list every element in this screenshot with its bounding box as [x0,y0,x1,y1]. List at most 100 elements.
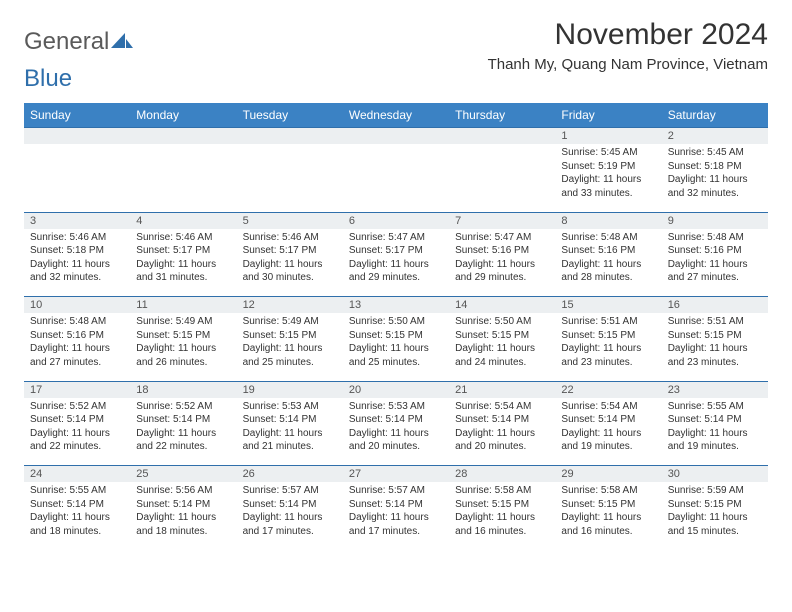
day-content-cell: Sunrise: 5:47 AMSunset: 5:16 PMDaylight:… [449,229,555,297]
day-text: Sunrise: 5:46 AMSunset: 5:17 PMDaylight:… [243,231,337,285]
day-text: Sunrise: 5:54 AMSunset: 5:14 PMDaylight:… [561,400,655,454]
day-number-cell: 29 [555,466,661,483]
day-text: Sunrise: 5:55 AMSunset: 5:14 PMDaylight:… [30,484,124,538]
day-content-cell [130,144,236,212]
day-number-cell: 30 [662,466,768,483]
day-number-cell: 23 [662,381,768,398]
weekday-header: Friday [555,103,661,128]
day-number-cell: 15 [555,297,661,314]
day-number-cell: 10 [24,297,130,314]
day-text: Sunrise: 5:58 AMSunset: 5:15 PMDaylight:… [455,484,549,538]
day-number-cell: 17 [24,381,130,398]
day-text: Sunrise: 5:46 AMSunset: 5:17 PMDaylight:… [136,231,230,285]
day-content-cell: Sunrise: 5:52 AMSunset: 5:14 PMDaylight:… [130,398,236,466]
day-content-cell: Sunrise: 5:55 AMSunset: 5:14 PMDaylight:… [24,482,130,550]
day-text: Sunrise: 5:46 AMSunset: 5:18 PMDaylight:… [30,231,124,285]
day-text: Sunrise: 5:59 AMSunset: 5:15 PMDaylight:… [668,484,762,538]
day-content-row: Sunrise: 5:55 AMSunset: 5:14 PMDaylight:… [24,482,768,550]
day-text: Sunrise: 5:47 AMSunset: 5:16 PMDaylight:… [455,231,549,285]
day-content-cell: Sunrise: 5:50 AMSunset: 5:15 PMDaylight:… [449,313,555,381]
day-number-cell [130,128,236,145]
logo: General [24,18,133,56]
day-content-cell: Sunrise: 5:49 AMSunset: 5:15 PMDaylight:… [130,313,236,381]
day-content-cell: Sunrise: 5:53 AMSunset: 5:14 PMDaylight:… [343,398,449,466]
day-number-cell: 2 [662,128,768,145]
day-content-cell: Sunrise: 5:47 AMSunset: 5:17 PMDaylight:… [343,229,449,297]
weekday-header: Wednesday [343,103,449,128]
day-number-cell: 5 [237,212,343,229]
logo-text-gray: General [24,28,109,56]
day-number-cell: 28 [449,466,555,483]
day-number-cell: 25 [130,466,236,483]
day-text: Sunrise: 5:48 AMSunset: 5:16 PMDaylight:… [668,231,762,285]
day-number-cell: 21 [449,381,555,398]
day-content-row: Sunrise: 5:45 AMSunset: 5:19 PMDaylight:… [24,144,768,212]
day-content-cell: Sunrise: 5:46 AMSunset: 5:17 PMDaylight:… [130,229,236,297]
day-content-cell: Sunrise: 5:48 AMSunset: 5:16 PMDaylight:… [24,313,130,381]
day-text: Sunrise: 5:55 AMSunset: 5:14 PMDaylight:… [668,400,762,454]
day-text: Sunrise: 5:50 AMSunset: 5:15 PMDaylight:… [455,315,549,369]
day-content-cell [449,144,555,212]
day-content-cell: Sunrise: 5:49 AMSunset: 5:15 PMDaylight:… [237,313,343,381]
day-text: Sunrise: 5:57 AMSunset: 5:14 PMDaylight:… [243,484,337,538]
day-text: Sunrise: 5:48 AMSunset: 5:16 PMDaylight:… [561,231,655,285]
day-content-cell: Sunrise: 5:55 AMSunset: 5:14 PMDaylight:… [662,398,768,466]
day-text: Sunrise: 5:51 AMSunset: 5:15 PMDaylight:… [668,315,762,369]
day-content-cell: Sunrise: 5:45 AMSunset: 5:19 PMDaylight:… [555,144,661,212]
day-content-cell: Sunrise: 5:45 AMSunset: 5:18 PMDaylight:… [662,144,768,212]
weekday-header: Thursday [449,103,555,128]
day-number-cell: 1 [555,128,661,145]
day-number-cell: 27 [343,466,449,483]
day-number-row: 24252627282930 [24,466,768,483]
day-text: Sunrise: 5:53 AMSunset: 5:14 PMDaylight:… [349,400,443,454]
day-number-cell: 8 [555,212,661,229]
day-content-cell: Sunrise: 5:52 AMSunset: 5:14 PMDaylight:… [24,398,130,466]
calendar-body: 12Sunrise: 5:45 AMSunset: 5:19 PMDayligh… [24,128,768,551]
day-number-cell: 13 [343,297,449,314]
day-content-cell: Sunrise: 5:54 AMSunset: 5:14 PMDaylight:… [555,398,661,466]
day-text: Sunrise: 5:57 AMSunset: 5:14 PMDaylight:… [349,484,443,538]
day-content-cell: Sunrise: 5:58 AMSunset: 5:15 PMDaylight:… [449,482,555,550]
day-content-cell: Sunrise: 5:58 AMSunset: 5:15 PMDaylight:… [555,482,661,550]
day-content-cell: Sunrise: 5:57 AMSunset: 5:14 PMDaylight:… [343,482,449,550]
day-number-cell [24,128,130,145]
weekday-header-row: Sunday Monday Tuesday Wednesday Thursday… [24,103,768,128]
calendar-page: General November 2024 Thanh My, Quang Na… [0,0,792,560]
day-content-cell [24,144,130,212]
day-number-row: 3456789 [24,212,768,229]
day-content-cell: Sunrise: 5:53 AMSunset: 5:14 PMDaylight:… [237,398,343,466]
day-text: Sunrise: 5:52 AMSunset: 5:14 PMDaylight:… [136,400,230,454]
day-number-cell: 20 [343,381,449,398]
day-content-cell: Sunrise: 5:59 AMSunset: 5:15 PMDaylight:… [662,482,768,550]
weekday-header: Sunday [24,103,130,128]
day-content-cell [237,144,343,212]
day-number-cell: 9 [662,212,768,229]
weekday-header: Monday [130,103,236,128]
day-content-cell: Sunrise: 5:51 AMSunset: 5:15 PMDaylight:… [662,313,768,381]
day-text: Sunrise: 5:47 AMSunset: 5:17 PMDaylight:… [349,231,443,285]
day-text: Sunrise: 5:58 AMSunset: 5:15 PMDaylight:… [561,484,655,538]
day-content-cell [343,144,449,212]
weekday-header: Saturday [662,103,768,128]
day-content-cell: Sunrise: 5:54 AMSunset: 5:14 PMDaylight:… [449,398,555,466]
day-number-cell: 16 [662,297,768,314]
day-content-cell: Sunrise: 5:46 AMSunset: 5:18 PMDaylight:… [24,229,130,297]
day-text: Sunrise: 5:48 AMSunset: 5:16 PMDaylight:… [30,315,124,369]
day-number-cell: 12 [237,297,343,314]
day-number-row: 10111213141516 [24,297,768,314]
day-content-cell: Sunrise: 5:51 AMSunset: 5:15 PMDaylight:… [555,313,661,381]
day-number-row: 17181920212223 [24,381,768,398]
day-content-row: Sunrise: 5:52 AMSunset: 5:14 PMDaylight:… [24,398,768,466]
day-number-cell: 26 [237,466,343,483]
day-content-cell: Sunrise: 5:57 AMSunset: 5:14 PMDaylight:… [237,482,343,550]
month-title: November 2024 [488,18,768,52]
day-text: Sunrise: 5:49 AMSunset: 5:15 PMDaylight:… [243,315,337,369]
day-content-row: Sunrise: 5:48 AMSunset: 5:16 PMDaylight:… [24,313,768,381]
day-content-cell: Sunrise: 5:50 AMSunset: 5:15 PMDaylight:… [343,313,449,381]
day-number-row: 12 [24,128,768,145]
day-number-cell [343,128,449,145]
day-number-cell: 7 [449,212,555,229]
day-number-cell: 14 [449,297,555,314]
calendar-table: Sunday Monday Tuesday Wednesday Thursday… [24,103,768,550]
logo-text-blue: Blue [24,65,72,93]
